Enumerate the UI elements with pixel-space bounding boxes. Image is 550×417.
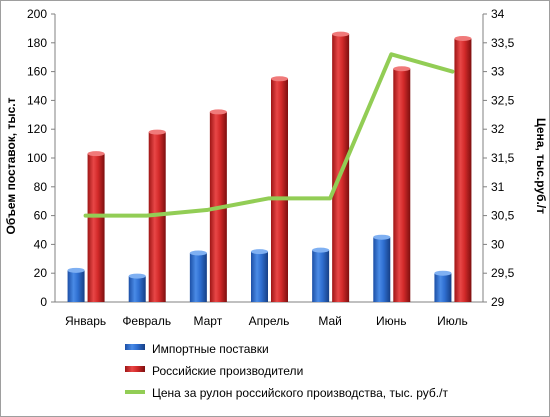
- legend-label-price: Цена за рулон российского производства, …: [152, 386, 448, 400]
- price-point: [450, 70, 454, 74]
- left-tick-label: 160: [27, 65, 47, 79]
- price-point: [84, 214, 88, 218]
- left-tick-label: 20: [34, 266, 48, 280]
- bar-russian: [148, 132, 166, 302]
- price-point: [267, 196, 271, 200]
- bar-russian-cap: [87, 151, 105, 157]
- bar-import: [128, 276, 146, 302]
- bar-import: [373, 237, 391, 302]
- bar-import-cap: [251, 249, 268, 255]
- left-tick-label: 140: [27, 93, 47, 107]
- line-series-group: [83, 52, 455, 218]
- bar-import: [251, 251, 268, 302]
- x-tick-label: Февраль: [122, 314, 171, 328]
- right-tick-label: 29,5: [491, 266, 515, 280]
- bar-russian-cap: [393, 66, 411, 72]
- right-tick-label: 31: [491, 180, 505, 194]
- legend-swatch-import: [125, 344, 145, 350]
- left-tick-label: 120: [27, 122, 47, 136]
- left-tick-label: 0: [40, 295, 47, 309]
- right-tick-label: 33,5: [491, 36, 515, 50]
- x-tick-label: Апрель: [249, 314, 290, 328]
- right-tick-label: 31,5: [491, 151, 515, 165]
- bar-russian-cap: [454, 35, 472, 41]
- price-point: [328, 196, 332, 200]
- price-point: [145, 214, 149, 218]
- x-axis-tick-labels: Январь Февраль Март Апрель Май Июнь Июль: [65, 314, 468, 328]
- bar-russian-cap: [271, 76, 288, 82]
- right-tick-label: 30,5: [491, 209, 515, 223]
- bar-import: [67, 270, 85, 302]
- bar-import-cap: [67, 267, 85, 273]
- right-tick-label: 34: [491, 7, 505, 21]
- left-tick-label: 60: [34, 209, 48, 223]
- x-tick-label: Май: [318, 314, 342, 328]
- legend: Импортные поставки Российские производите…: [125, 342, 448, 400]
- bar-russian: [454, 38, 472, 302]
- right-tick-label: 30: [491, 237, 505, 251]
- right-tick-label: 33: [491, 65, 505, 79]
- bar-import-cap: [312, 247, 330, 253]
- right-tick-label: 29: [491, 295, 505, 309]
- right-axis-ticks: 29 29,5 30 30,5 31 31,5 32 32,5 33 33,5 34: [483, 7, 515, 309]
- y-axis-title-left: Объем поставок, тыс.т: [4, 97, 18, 234]
- bar-series-group: [67, 31, 472, 302]
- left-tick-label: 100: [27, 151, 47, 165]
- x-tick-label: Июнь: [376, 314, 407, 328]
- price-point: [206, 208, 210, 212]
- bar-import-cap: [373, 234, 391, 240]
- bar-import-cap: [189, 250, 207, 256]
- left-tick-label: 80: [34, 180, 48, 194]
- bar-russian: [87, 153, 105, 302]
- right-tick-label: 32,5: [491, 93, 515, 107]
- legend-label-russian: Российские производители: [152, 364, 303, 378]
- bar-russian: [393, 68, 411, 302]
- legend-label-import: Импортные поставки: [152, 342, 269, 356]
- bar-russian-cap: [332, 31, 350, 37]
- bar-import-cap: [434, 270, 452, 276]
- left-tick-label: 200: [27, 7, 47, 21]
- bar-russian-cap: [209, 109, 227, 115]
- legend-swatch-russian: [125, 366, 145, 372]
- bar-russian-cap: [148, 129, 166, 135]
- x-tick-label: Июль: [437, 314, 468, 328]
- left-tick-label: 180: [27, 36, 47, 50]
- bar-import-cap: [128, 273, 146, 279]
- left-tick-label: 40: [34, 237, 48, 251]
- price-point: [389, 52, 393, 56]
- bar-import: [434, 273, 452, 302]
- bar-russian: [271, 78, 288, 302]
- x-tick-label: Март: [193, 314, 222, 328]
- bar-import: [312, 250, 330, 302]
- bar-russian: [332, 34, 350, 302]
- x-tick-label: Январь: [65, 314, 106, 328]
- right-tick-label: 32: [491, 122, 505, 136]
- y-axis-title-right: Цена, тыс.руб./т: [534, 118, 548, 214]
- left-axis-ticks: 0 20 40 60 80 100 120 140 160 180 200: [27, 7, 55, 309]
- bar-import: [189, 253, 207, 302]
